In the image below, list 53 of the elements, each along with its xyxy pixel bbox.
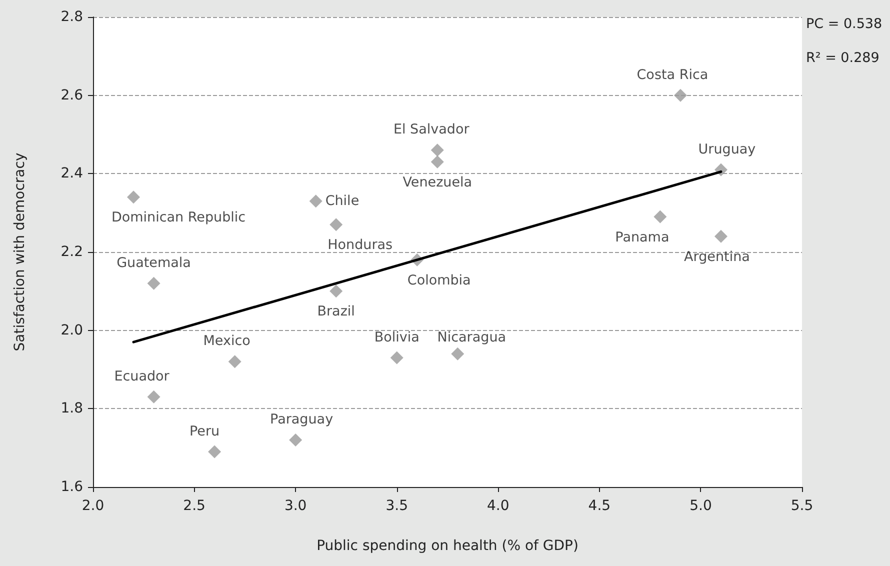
- y-tick-label: 2.6: [60, 87, 84, 104]
- y-tick-label: 2.0: [60, 322, 83, 338]
- point: [147, 390, 160, 404]
- annotation: Paraguay: [270, 412, 334, 428]
- y-tick-label: 1.6: [60, 479, 84, 495]
- annotation: Uruguay: [698, 141, 756, 158]
- text: R² = 0.289: [806, 50, 880, 66]
- point: [330, 218, 343, 232]
- x-tick-label: 2.5: [183, 498, 206, 514]
- annotation: El Salvador: [393, 122, 470, 138]
- point: [430, 144, 444, 157]
- point: [289, 434, 302, 446]
- point: [451, 347, 464, 360]
- point: [674, 88, 687, 102]
- annotation: Dominican Republic: [111, 210, 246, 226]
- annotation: Argentina: [684, 248, 750, 265]
- point: [654, 210, 667, 224]
- point: [228, 355, 242, 368]
- y-tick-label: 1.8: [60, 400, 83, 417]
- annotation: Peru: [190, 423, 220, 440]
- annotation: Colombia: [407, 272, 471, 288]
- x-tick-label: 4.0: [487, 498, 510, 514]
- x-tick-label: 5.5: [790, 498, 814, 514]
- x-tick-label: 4.5: [588, 498, 611, 514]
- y-tick-label: 2.2: [60, 244, 83, 260]
- annotation: Mexico: [203, 333, 250, 350]
- point: [330, 284, 343, 298]
- x-axis-title: Public spending on health (% of GDP): [316, 538, 578, 554]
- point: [147, 276, 160, 290]
- annotation: Venezuela: [402, 174, 472, 190]
- point: [309, 194, 322, 208]
- annotation: Ecuador: [114, 368, 170, 384]
- annotation: Costa Rica: [636, 66, 708, 83]
- x-tick-label: 2.0: [82, 498, 104, 514]
- x-tick-label: 3.0: [284, 498, 307, 514]
- point: [390, 351, 404, 364]
- x-tick-label: 3.5: [386, 498, 408, 514]
- point: [430, 155, 444, 168]
- y-tick-label: 2.4: [60, 166, 84, 182]
- annotation: Honduras: [328, 237, 393, 254]
- annotation: Bolivia: [374, 329, 420, 346]
- annotation: Chile: [325, 193, 360, 210]
- annotation: Guatemala: [116, 254, 191, 271]
- y-tick-label: 2.8: [60, 9, 83, 25]
- y-axis-title: Satisfaction with democracy: [12, 152, 28, 352]
- point: [714, 230, 728, 243]
- x-tick-label: 5.0: [690, 498, 712, 514]
- point: [208, 445, 222, 458]
- annotation: Brazil: [317, 304, 355, 320]
- point: [127, 190, 140, 204]
- annotation: Panama: [615, 229, 670, 246]
- annotation: Nicaragua: [437, 329, 506, 346]
- text: PC = 0.538: [806, 16, 882, 32]
